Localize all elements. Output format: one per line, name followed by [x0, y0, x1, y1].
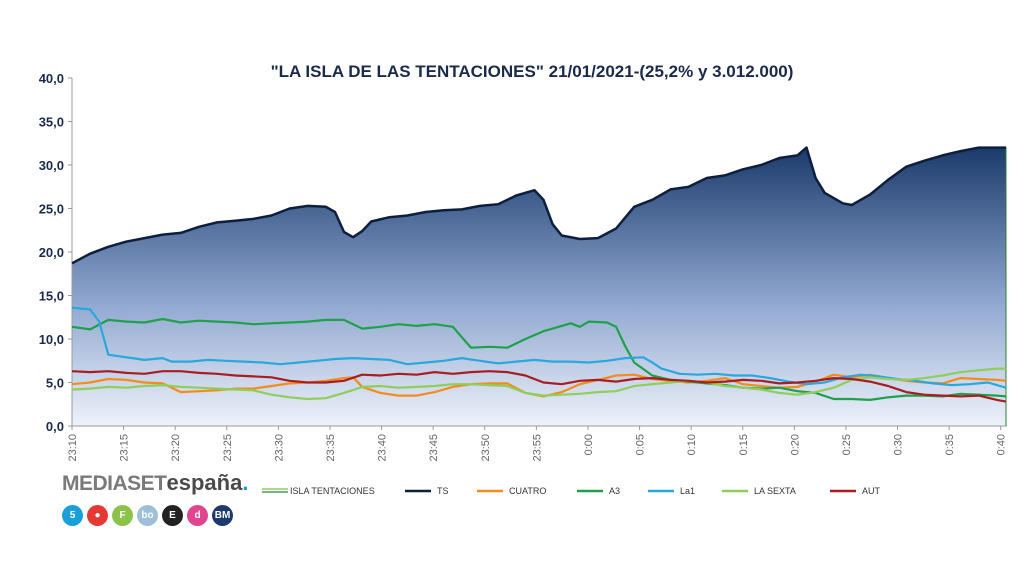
y-tick-label: 25,0	[39, 202, 64, 217]
y-tick-label: 20,0	[39, 245, 64, 260]
x-tick-label: 23:25	[222, 434, 234, 462]
x-tick-label: 23:20	[170, 434, 182, 462]
mediaset-espana-logo: MEDIASETespaña.	[62, 470, 262, 500]
legend-label: TS	[437, 486, 449, 496]
x-tick-label: 0:05	[635, 434, 647, 455]
legend-label: CUATRO	[509, 486, 546, 496]
x-tick-label: 23:15	[119, 434, 131, 462]
x-tick-label: 23:40	[377, 434, 389, 462]
legend-label: A3	[609, 486, 620, 496]
channel-logo-icon: 5	[62, 505, 83, 526]
x-tick-label: 0:25	[841, 434, 853, 455]
y-tick-label: 5,0	[46, 376, 64, 391]
series-line-ts	[71, 146, 1006, 265]
logo-espana-text: españa	[166, 470, 243, 495]
legend-label: ISLA TENTACIONES	[290, 486, 375, 496]
series-line-la1	[71, 306, 1007, 389]
series-line-a3	[71, 317, 1007, 401]
y-tick-label: 40,0	[39, 71, 64, 86]
legend-label: LA SEXTA	[754, 486, 796, 496]
y-tick-label: 35,0	[39, 115, 64, 130]
legend-label: La1	[680, 486, 695, 496]
y-tick-label: 0,0	[46, 419, 64, 434]
x-tick-label: 0:40	[996, 434, 1008, 455]
y-tick-label: 30,0	[39, 158, 64, 173]
x-tick-label: 23:35	[325, 434, 337, 462]
x-tick-label: 23:10	[67, 434, 79, 462]
x-tick-label: 0:00	[583, 434, 595, 455]
x-tick-label: 23:30	[273, 434, 285, 462]
x-tick-label: 0:15	[738, 434, 750, 455]
logo-dot: .	[242, 470, 249, 495]
channel-logo-icon: d	[187, 505, 208, 526]
channel-logo-icon: bo	[137, 505, 158, 526]
channel-logo-icon: E	[162, 505, 183, 526]
channel-logo-icon: BM	[212, 505, 233, 526]
legend-label: AUT	[862, 486, 881, 496]
x-tick-label: 0:30	[893, 434, 905, 455]
x-tick-label: 23:50	[480, 434, 492, 462]
y-tick-label: 10,0	[39, 332, 64, 347]
series-area-isla-tentaciones	[71, 146, 1007, 427]
x-tick-label: 0:20	[789, 434, 801, 455]
x-tick-label: 0:10	[686, 434, 698, 455]
y-tick-label: 15,0	[39, 289, 64, 304]
x-tick-label: 23:55	[531, 434, 543, 462]
x-tick-label: 0:35	[944, 434, 956, 455]
chart-title: "LA ISLA DE LAS TENTACIONES" 21/01/2021-…	[270, 62, 794, 81]
x-tick-label: 23:45	[428, 434, 440, 462]
logo-mediaset-text: MEDIASET	[62, 472, 167, 495]
channel-logo-icon: F	[112, 505, 133, 526]
channel-logo-icon: ●	[87, 505, 108, 526]
series-line-aut	[71, 370, 1007, 403]
